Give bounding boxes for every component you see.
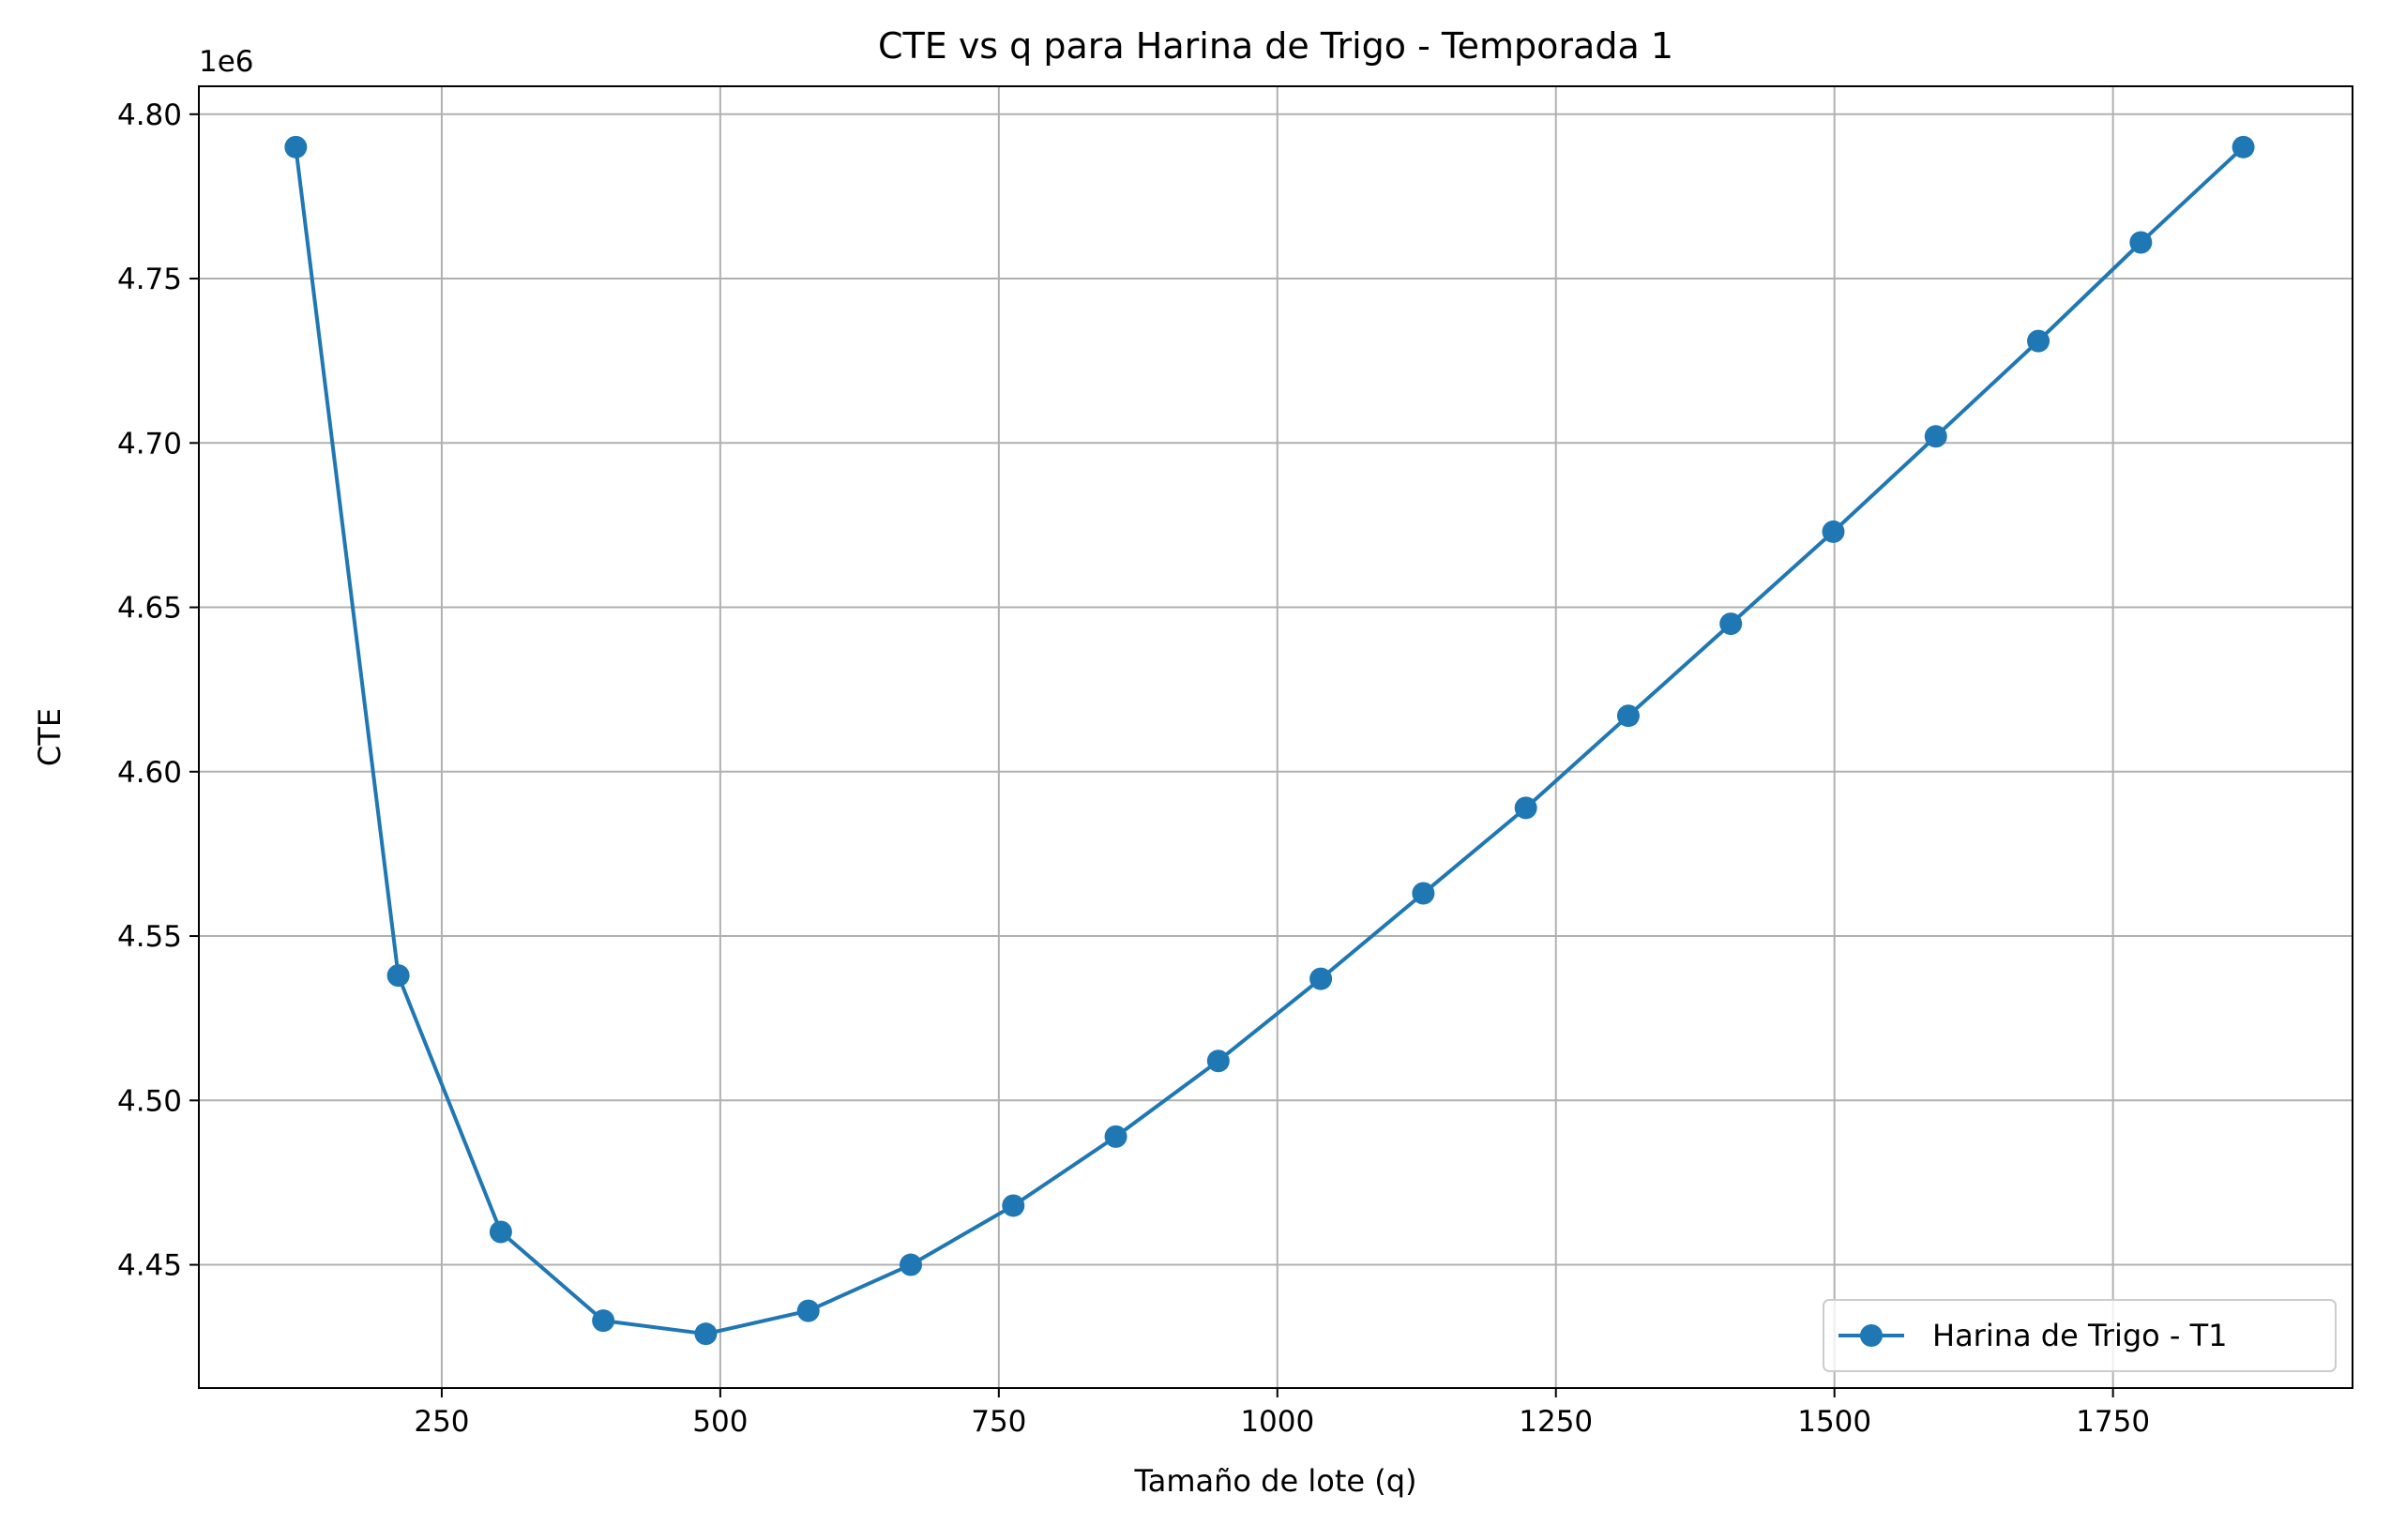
data-point bbox=[2027, 329, 2050, 353]
x-tick-label: 250 bbox=[414, 1405, 469, 1439]
data-point bbox=[489, 1220, 512, 1244]
plot-area-frame bbox=[198, 85, 2353, 1389]
y-tick-label: 4.55 bbox=[117, 920, 182, 954]
data-point bbox=[386, 964, 410, 988]
data-point bbox=[2232, 135, 2255, 159]
data-point bbox=[1514, 796, 1537, 820]
legend: Harina de Trigo - T1 bbox=[1823, 1299, 2337, 1372]
grid-lines bbox=[199, 86, 2353, 1388]
chart-title: CTE vs q para Harina de Trigo - Temporad… bbox=[878, 25, 1673, 67]
data-point bbox=[2129, 231, 2153, 254]
data-point bbox=[284, 135, 308, 159]
y-tick-label: 4.45 bbox=[117, 1249, 182, 1283]
x-tick-label: 750 bbox=[971, 1405, 1026, 1439]
data-point bbox=[1206, 1049, 1230, 1073]
series-line bbox=[294, 144, 2246, 1336]
y-tick-label: 4.65 bbox=[117, 592, 182, 626]
x-tick-label: 1750 bbox=[2076, 1405, 2150, 1439]
data-point bbox=[796, 1299, 820, 1322]
data-point bbox=[899, 1253, 922, 1276]
data-point bbox=[1616, 704, 1640, 728]
legend-box bbox=[1823, 1299, 2337, 1372]
y-tick-label: 4.70 bbox=[117, 427, 182, 460]
y-tick-label: 4.50 bbox=[117, 1084, 182, 1118]
data-point bbox=[1002, 1194, 1025, 1217]
x-tick-label: 500 bbox=[692, 1405, 748, 1439]
y-tick-label: 4.80 bbox=[117, 98, 182, 132]
legend-marker-swatch bbox=[1860, 1324, 1883, 1347]
data-point bbox=[1104, 1125, 1127, 1148]
data-point bbox=[1719, 612, 1743, 636]
x-axis-label: Tamaño de lote (q) bbox=[1134, 1463, 1417, 1499]
x-tick-label: 1250 bbox=[1519, 1405, 1593, 1439]
data-point bbox=[1822, 520, 1845, 543]
x-tick-label: 1000 bbox=[1240, 1405, 1314, 1439]
data-point bbox=[1309, 967, 1333, 990]
legend-label: Harina de Trigo - T1 bbox=[1932, 1318, 2228, 1353]
data-point bbox=[1412, 882, 1435, 905]
y-axis-offset-label: 1e6 bbox=[199, 45, 254, 79]
x-tick-label: 1500 bbox=[1797, 1405, 1871, 1439]
data-point bbox=[592, 1309, 615, 1333]
axis-ticks: 250 500 750 1000 1250 1500 1750 4.45 4.50 4.55 4.6… bbox=[117, 98, 2150, 1439]
y-tick-label: 4.75 bbox=[117, 263, 182, 296]
series-layer bbox=[284, 135, 2255, 1346]
data-point bbox=[1924, 425, 1947, 448]
y-axis-label: CTE bbox=[32, 708, 68, 766]
y-tick-label: 4.60 bbox=[117, 756, 182, 790]
data-point bbox=[694, 1322, 718, 1346]
